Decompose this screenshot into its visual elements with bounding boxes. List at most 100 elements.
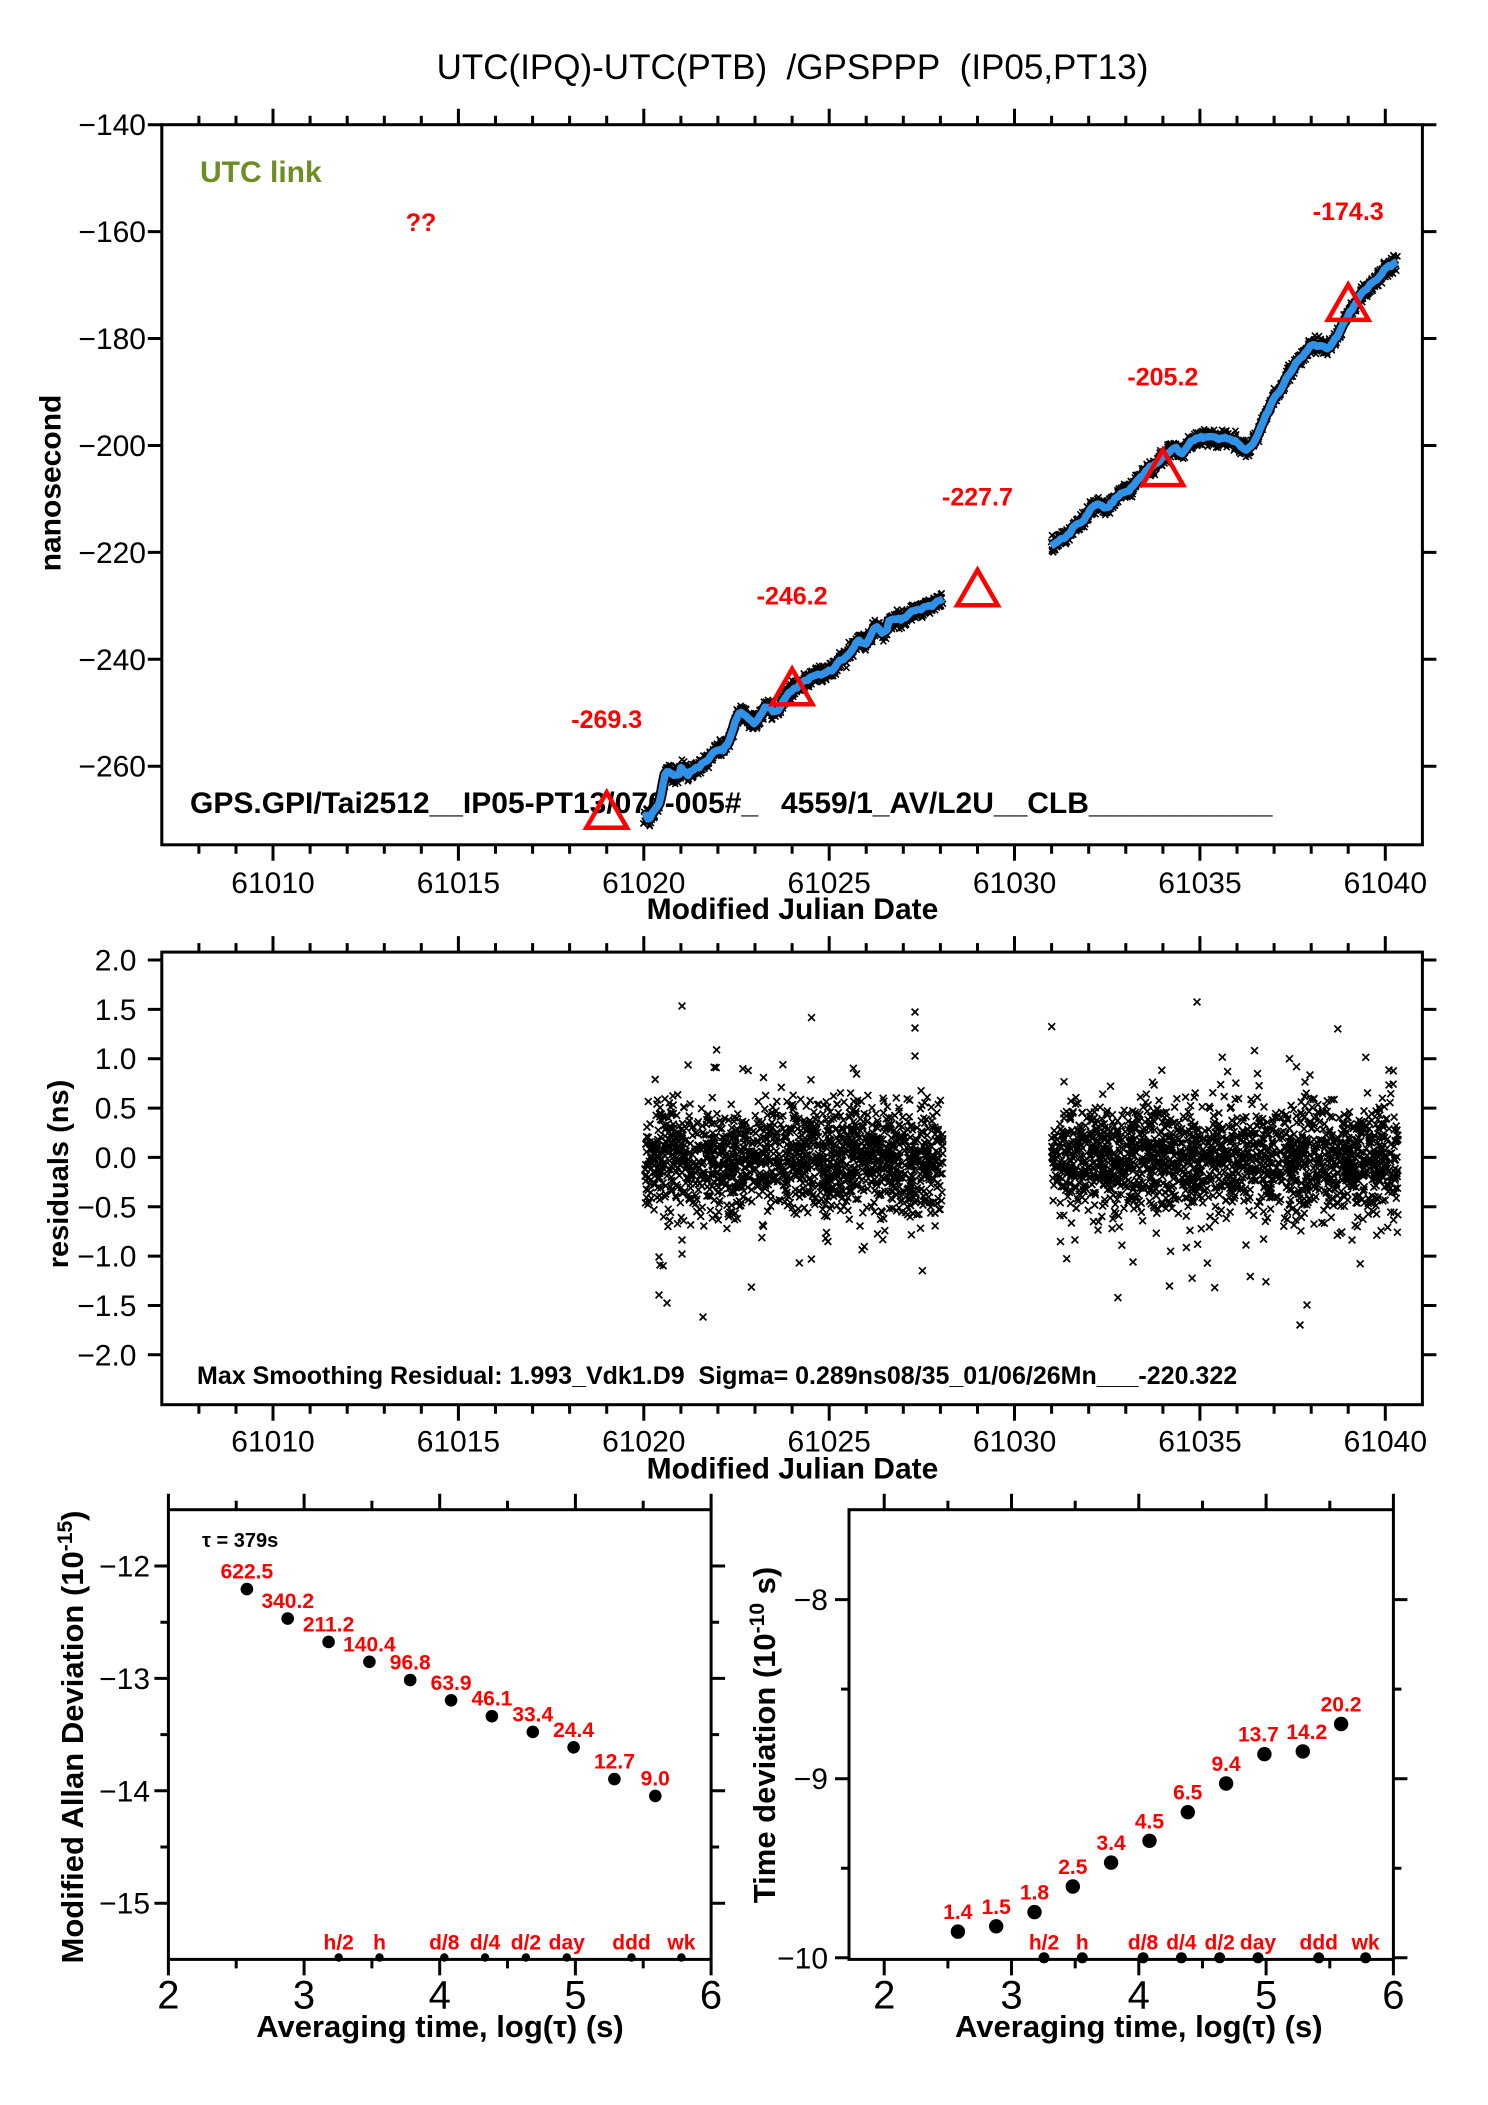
svg-text:Modified Julian Date: Modified Julian Date	[647, 1453, 939, 1486]
svg-text:ddd: ddd	[1300, 1932, 1338, 1955]
svg-text:4559/1_AV/L2U__CLB___________: 4559/1_AV/L2U__CLB___________	[781, 787, 1273, 820]
svg-text:d/4: d/4	[470, 1932, 501, 1955]
svg-text:61040: 61040	[1344, 867, 1427, 900]
svg-text:-227.7: -227.7	[942, 484, 1013, 512]
svg-text:33.4: 33.4	[512, 1703, 553, 1726]
svg-text:Averaging time, log(τ) (s): Averaging time, log(τ) (s)	[955, 2009, 1323, 2044]
svg-text:4: 4	[429, 1974, 451, 2018]
svg-text:13.7: 13.7	[1238, 1724, 1279, 1747]
svg-text:h/2: h/2	[1029, 1932, 1059, 1955]
svg-text:14.2: 14.2	[1286, 1721, 1327, 1744]
svg-text:61010: 61010	[231, 867, 314, 900]
svg-text:3: 3	[1000, 1974, 1022, 2018]
svg-text:3: 3	[293, 1974, 315, 2018]
svg-text:20.2: 20.2	[1321, 1694, 1362, 1717]
svg-text:UTC link: UTC link	[200, 156, 322, 189]
svg-text:−1.0: −1.0	[77, 1241, 136, 1274]
svg-text:1.0: 1.0	[95, 1043, 137, 1076]
svg-text:12.7: 12.7	[594, 1751, 635, 1774]
svg-text:residuals (ns): residuals (ns)	[43, 1080, 75, 1269]
svg-text:211.2: 211.2	[303, 1613, 354, 1636]
svg-text:61010: 61010	[231, 1426, 314, 1459]
svg-text:6: 6	[1382, 1974, 1404, 2018]
svg-text:−1.5: −1.5	[77, 1290, 136, 1323]
svg-text:d/8: d/8	[429, 1932, 460, 1955]
svg-text:9.0: 9.0	[641, 1767, 670, 1790]
svg-text:−180: −180	[78, 323, 146, 356]
svg-text:622.5: 622.5	[221, 1561, 274, 1584]
svg-text:-246.2: -246.2	[757, 582, 828, 610]
svg-text:4: 4	[1128, 1974, 1150, 2018]
svg-text:nanosecond: nanosecond	[35, 395, 68, 572]
svg-text:GPS.GPI/Tai2512__IP05-PT13/070: GPS.GPI/Tai2512__IP05-PT13/070-005#_	[190, 787, 758, 820]
svg-text:d/8: d/8	[1128, 1932, 1159, 1955]
svg-text:??: ??	[406, 209, 437, 237]
svg-text:1.8: 1.8	[1020, 1882, 1050, 1905]
svg-text:−0.5: −0.5	[77, 1191, 136, 1224]
svg-text:61040: 61040	[1344, 1426, 1427, 1459]
svg-text:2.5: 2.5	[1058, 1856, 1088, 1879]
svg-text:61025: 61025	[787, 867, 870, 900]
svg-text:61020: 61020	[602, 867, 685, 900]
svg-text:Max Smoothing Residual: 1.993_: Max Smoothing Residual: 1.993_Vdk1.D9 Si…	[197, 1362, 1237, 1390]
svg-text:wk: wk	[666, 1932, 695, 1955]
svg-text:4.5: 4.5	[1135, 1810, 1165, 1833]
svg-text:1.5: 1.5	[982, 1896, 1012, 1919]
svg-text:46.1: 46.1	[471, 1688, 512, 1711]
svg-text:wk: wk	[1351, 1932, 1380, 1955]
svg-text:1.4: 1.4	[943, 1901, 973, 1924]
svg-text:0.5: 0.5	[95, 1093, 137, 1126]
svg-text:−240: −240	[78, 644, 146, 677]
svg-text:61025: 61025	[787, 1426, 870, 1459]
svg-text:d/4: d/4	[1166, 1932, 1197, 1955]
svg-text:−220: −220	[78, 537, 146, 570]
svg-text:-269.3: -269.3	[571, 706, 642, 734]
svg-text:−2.0: −2.0	[77, 1339, 136, 1372]
svg-text:6.5: 6.5	[1173, 1782, 1203, 1805]
svg-text:UTC(IPQ)-UTC(PTB) /GPSPPP (I: UTC(IPQ)-UTC(PTB) /GPSPPP (IP05,PT13)	[437, 48, 1149, 87]
svg-text:τ = 379s: τ = 379s	[202, 1530, 278, 1552]
svg-text:−13: −13	[99, 1663, 150, 1696]
svg-text:−200: −200	[78, 430, 146, 463]
svg-text:340.2: 340.2	[261, 1590, 314, 1613]
svg-text:24.4: 24.4	[553, 1719, 594, 1742]
svg-text:ddd: ddd	[612, 1932, 650, 1955]
svg-text:61015: 61015	[417, 867, 500, 900]
svg-text:−260: −260	[78, 751, 146, 784]
svg-text:140.4: 140.4	[343, 1633, 396, 1656]
svg-text:−14: −14	[99, 1775, 150, 1808]
svg-text:−140: −140	[78, 109, 146, 142]
svg-text:−12: −12	[99, 1551, 150, 1584]
svg-text:Modified Julian Date: Modified Julian Date	[647, 893, 939, 926]
svg-text:day: day	[549, 1932, 586, 1955]
svg-text:61020: 61020	[602, 1426, 685, 1459]
svg-text:Averaging time, log(τ) (s): Averaging time, log(τ) (s)	[256, 2009, 624, 2044]
svg-text:96.8: 96.8	[390, 1651, 431, 1674]
svg-text:−9: −9	[794, 1763, 828, 1796]
svg-text:d/2: d/2	[511, 1932, 541, 1955]
svg-text:1.5: 1.5	[95, 994, 137, 1027]
svg-text:d/2: d/2	[1205, 1932, 1235, 1955]
svg-text:2: 2	[873, 1974, 895, 2018]
svg-text:6: 6	[700, 1974, 722, 2018]
svg-text:9.4: 9.4	[1212, 1753, 1242, 1776]
svg-text:61035: 61035	[1158, 1426, 1241, 1459]
svg-text:5: 5	[1255, 1974, 1277, 2018]
svg-text:5: 5	[564, 1974, 586, 2018]
svg-text:h: h	[1076, 1932, 1089, 1955]
svg-text:2: 2	[157, 1974, 179, 2018]
svg-text:Modified Allan Deviation (10-1: Modified Allan Deviation (10-15)	[54, 1511, 90, 1964]
svg-text:63.9: 63.9	[431, 1672, 472, 1695]
svg-text:day: day	[1240, 1932, 1277, 1955]
svg-text:−8: −8	[794, 1584, 828, 1617]
svg-text:3.4: 3.4	[1097, 1832, 1127, 1855]
svg-text:−15: −15	[99, 1888, 150, 1921]
svg-text:h: h	[373, 1932, 386, 1955]
svg-text:0.0: 0.0	[95, 1142, 137, 1175]
svg-text:h/2: h/2	[324, 1932, 354, 1955]
svg-text:2.0: 2.0	[95, 945, 137, 978]
svg-text:-174.3: -174.3	[1313, 198, 1384, 226]
svg-text:−160: −160	[78, 216, 146, 249]
svg-text:61015: 61015	[417, 1426, 500, 1459]
svg-text:−10: −10	[777, 1942, 828, 1975]
